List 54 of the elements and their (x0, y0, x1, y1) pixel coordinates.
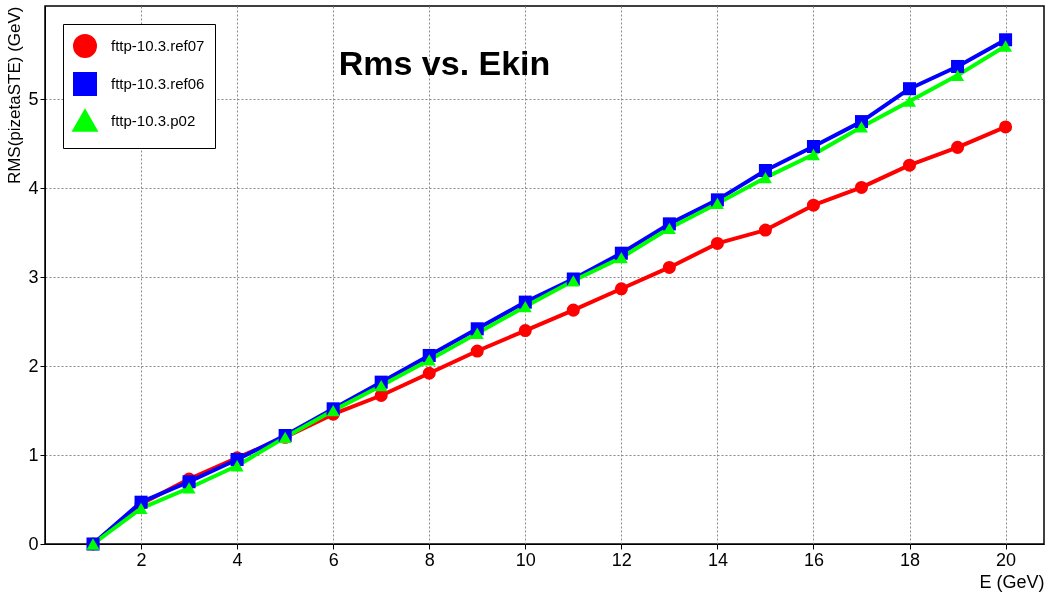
legend-label: fttp-10.3.p02 (111, 112, 196, 129)
x-tick-label: 20 (996, 549, 1017, 570)
legend-label: fttp-10.3.ref07 (111, 37, 205, 54)
y-tick-label: 3 (28, 266, 39, 287)
point (758, 163, 772, 178)
point (854, 180, 869, 194)
x-tick-label: 2 (136, 549, 147, 570)
point (903, 95, 917, 107)
point (951, 140, 965, 154)
point (422, 366, 436, 380)
point (566, 303, 580, 317)
y-tick-label: 1 (28, 444, 39, 465)
point (518, 300, 532, 313)
x-tick-label: 14 (707, 549, 728, 570)
point (518, 324, 532, 338)
point (374, 380, 388, 392)
point (710, 197, 724, 210)
x-tick-label: 8 (424, 549, 435, 570)
x-tick-label: 12 (611, 549, 632, 570)
point (758, 171, 772, 184)
point (854, 121, 869, 133)
x-tick-label: 16 (803, 549, 824, 570)
point (758, 223, 772, 237)
x-axis-title: E (GeV) (979, 571, 1045, 592)
point (662, 260, 676, 274)
point (470, 344, 484, 358)
point (806, 139, 820, 154)
legend-label: fttp-10.3.ref06 (111, 75, 205, 92)
y-axis-title: RMS(pizetaSTE) (GeV) (5, 6, 25, 185)
x-tick-label: 10 (515, 549, 536, 570)
point (903, 158, 917, 172)
point (999, 120, 1013, 134)
point (951, 69, 965, 82)
x-tick-label: 6 (328, 549, 339, 570)
point (951, 59, 965, 73)
point (470, 327, 484, 339)
point (806, 198, 820, 212)
point (999, 40, 1013, 52)
point (614, 282, 628, 296)
point (614, 252, 628, 264)
y-tick-label: 2 (28, 355, 39, 376)
x-tick-label: 18 (900, 549, 921, 570)
x-tick-label: 4 (232, 549, 243, 570)
point (710, 236, 724, 250)
point (422, 354, 436, 366)
point (230, 460, 244, 472)
point (662, 222, 676, 234)
y-tick-label: 5 (28, 88, 39, 109)
point (903, 82, 917, 96)
point (806, 148, 820, 161)
point (182, 482, 196, 494)
y-tick-label: 4 (28, 177, 39, 198)
y-tick-label: 0 (28, 533, 39, 554)
text: Rms vs. Ekin (338, 44, 551, 82)
